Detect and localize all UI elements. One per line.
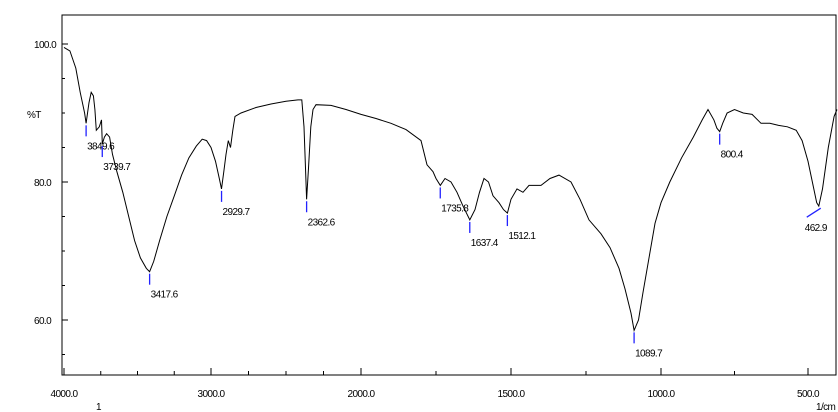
peak-marker: 800.4 [719,133,744,161]
peak-label: 2362.6 [308,217,336,228]
peak-label: 462.9 [805,223,828,234]
x-tick-label: 500.0 [797,389,820,400]
peak-tick [806,207,822,218]
peak-marker: 2362.6 [305,201,336,228]
peak-label: 1512.1 [508,231,536,242]
y-axis-label: %T [27,110,41,121]
y-tick-label: 60.0 [34,316,52,327]
x-tick-label: 1000.0 [648,389,676,400]
x-tick-label: 1500.0 [498,389,526,400]
peak-marker: 3739.7 [101,146,132,173]
peak-label: 1735.8 [441,203,469,214]
y-tick-label: 80.0 [34,178,52,189]
spectrum-line [63,46,838,333]
x-tick-label: 4000.0 [51,389,79,400]
y-axis-ticks: 100.0 80.0 60.0 [34,40,68,355]
peak-marker: 1512.1 [506,215,537,242]
peak-marker: 462.9 [805,207,828,234]
x-axis-unit-label: 1/cm [816,402,836,412]
peak-label: 3417.6 [151,290,179,301]
peak-annotations: 3849.6 3739.7 3417.6 2929.7 2362.6 1735.8 1637… [85,125,828,359]
peak-label: 3739.7 [103,162,131,173]
peak-label: 2929.7 [223,207,251,218]
x-tick-label: 2000.0 [348,389,376,400]
y-tick-label: 100.0 [34,40,57,51]
peak-marker: 1089.7 [633,332,664,359]
peak-marker: 2929.7 [220,190,251,218]
x-axis-extra-text: 1 [96,402,102,412]
peak-label: 1637.4 [471,238,499,249]
x-axis-ticks: 4000.0 3000.0 2000.0 1500.0 1000.0 500.0 [51,368,821,400]
x-tick-label: 3000.0 [198,389,226,400]
peak-marker: 1735.8 [439,187,470,214]
peak-label: 800.4 [721,150,744,161]
peak-marker: 1637.4 [469,221,499,249]
peak-marker: 3849.6 [85,125,116,152]
peak-label: 1089.7 [635,348,663,359]
peak-marker: 3417.6 [148,273,179,301]
plot-frame [61,14,837,376]
peak-label: 3849.6 [87,141,115,152]
